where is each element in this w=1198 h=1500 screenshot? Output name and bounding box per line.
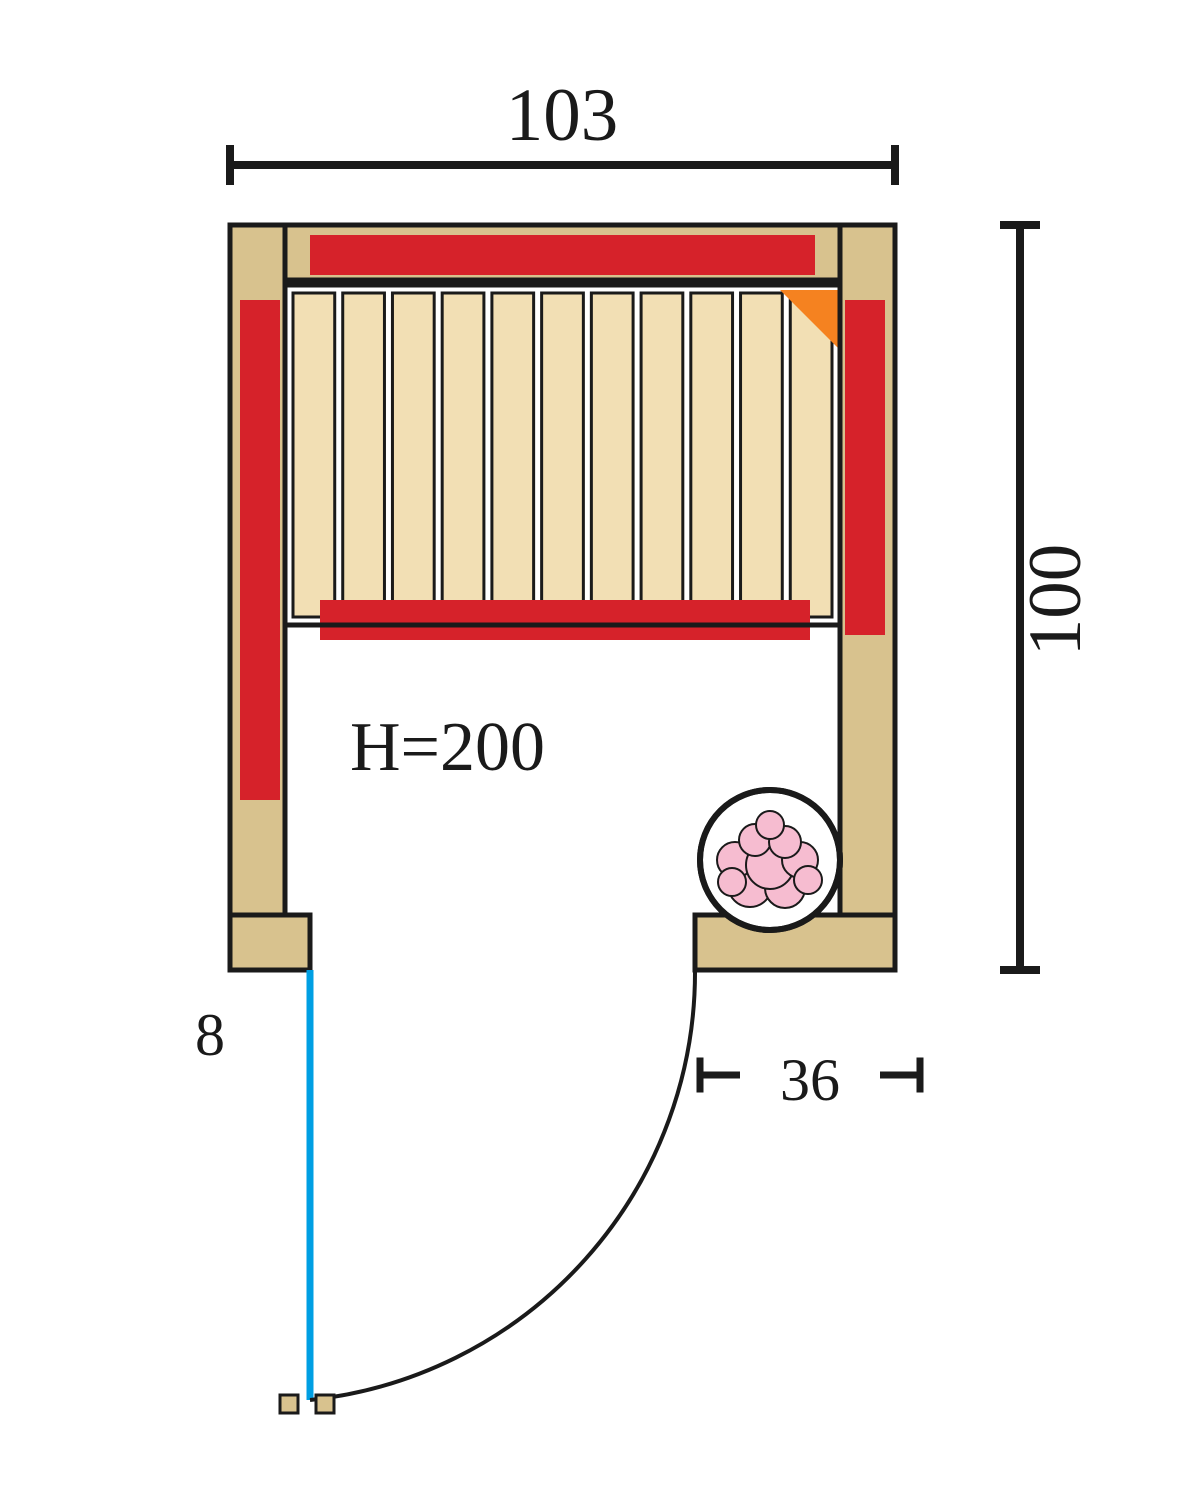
heater-panel-front: [320, 600, 810, 640]
door-swing-arc: [310, 970, 695, 1400]
bench-slat: [392, 293, 434, 617]
door-hinge: [280, 1395, 298, 1413]
bench-slat: [591, 293, 633, 617]
heater-panel-top: [310, 235, 815, 275]
bench-slat: [293, 293, 335, 617]
heater-panel-left: [240, 300, 280, 800]
bench-slat: [442, 293, 484, 617]
bench-slat: [641, 293, 683, 617]
bench-slat: [790, 293, 832, 617]
wall-bottom-left: [230, 915, 310, 970]
door-hinge: [316, 1395, 334, 1413]
heater-panel-right: [845, 300, 885, 635]
bench-slat: [691, 293, 733, 617]
wall-thickness-label: 8: [195, 1002, 225, 1068]
bench-slat: [492, 293, 534, 617]
dim-br-label: 36: [780, 1047, 840, 1113]
bench-slat: [741, 293, 783, 617]
sauna-floorplan: 103 100 36 H=200 8: [0, 0, 1198, 1500]
bench-slat: [542, 293, 584, 617]
bench-slat: [343, 293, 385, 617]
dim-top-label: 103: [506, 74, 619, 157]
dim-right-label: 100: [1014, 544, 1097, 657]
height-label: H=200: [350, 709, 545, 786]
